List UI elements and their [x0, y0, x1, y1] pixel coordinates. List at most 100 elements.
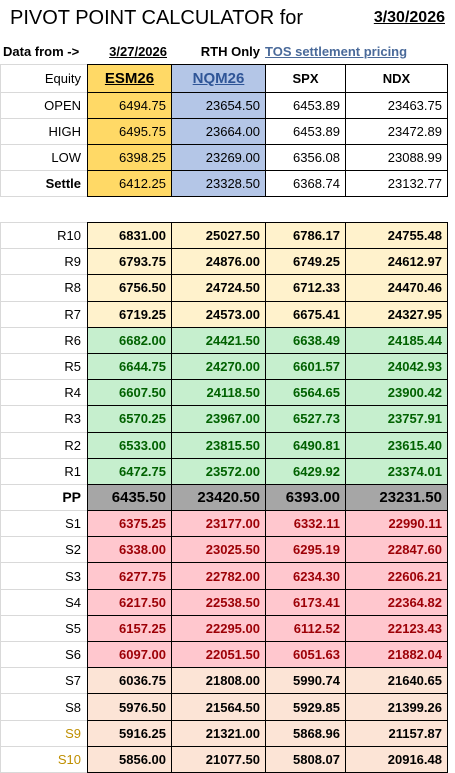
level-cell: 6173.41 — [265, 588, 346, 616]
level-cell: 6051.63 — [265, 641, 346, 669]
title-date: 3/30/2026 — [373, 9, 445, 26]
level-cell: 6112.52 — [265, 614, 346, 643]
row-label: Settle — [0, 170, 88, 197]
level-cell: 24118.50 — [171, 379, 266, 407]
data-from-label: Data from -> — [3, 43, 80, 59]
level-cell: 6749.25 — [265, 248, 346, 276]
level-cell: 22782.00 — [171, 562, 266, 590]
level-cell: 21564.50 — [171, 693, 266, 721]
cell: 6453.89 — [265, 92, 346, 119]
level-cell: 5868.96 — [265, 719, 346, 747]
level-cell: 5929.85 — [265, 693, 346, 721]
level-cell: 21882.04 — [345, 641, 448, 669]
cell: 6453.89 — [265, 118, 346, 145]
level-cell: 5856.00 — [87, 745, 172, 773]
level-cell: 6644.75 — [87, 352, 172, 381]
level-cell: 5976.50 — [87, 693, 172, 721]
level-cell: 23615.40 — [345, 431, 448, 459]
level-label: S6 — [0, 641, 88, 669]
column-header: Equity — [0, 64, 88, 93]
level-label: S5 — [0, 614, 88, 643]
column-header: NQM26 — [171, 64, 266, 93]
level-cell: 21640.65 — [345, 667, 448, 695]
level-cell: 6332.11 — [265, 510, 346, 538]
level-cell: 23025.50 — [171, 536, 266, 564]
level-label: R8 — [0, 274, 88, 302]
level-cell: 6527.73 — [265, 405, 346, 433]
level-cell: 22295.00 — [171, 614, 266, 643]
level-cell: 23374.01 — [345, 457, 448, 485]
level-cell: 22123.43 — [345, 614, 448, 643]
level-cell: 6429.92 — [265, 457, 346, 485]
level-cell: 23967.00 — [171, 405, 266, 433]
cell: 6398.25 — [87, 144, 172, 171]
level-cell: 23757.91 — [345, 405, 448, 433]
level-cell: 6234.30 — [265, 562, 346, 590]
column-header: SPX — [265, 64, 346, 93]
level-cell: 21321.00 — [171, 719, 266, 747]
level-cell: 6719.25 — [87, 300, 172, 328]
level-label: S4 — [0, 588, 88, 616]
level-cell: 23420.50 — [171, 483, 266, 512]
level-cell: 24421.50 — [171, 326, 266, 354]
column-header: NDX — [345, 64, 448, 93]
level-cell: 6682.00 — [87, 326, 172, 354]
level-cell: 22606.21 — [345, 562, 448, 590]
level-cell: 6533.00 — [87, 431, 172, 459]
level-cell: 6601.57 — [265, 352, 346, 381]
level-cell: 24573.00 — [171, 300, 266, 328]
level-cell: 22847.60 — [345, 536, 448, 564]
level-label: R5 — [0, 352, 88, 381]
row-label: OPEN — [0, 92, 88, 119]
level-cell: 25027.50 — [171, 222, 266, 250]
level-label: R1 — [0, 457, 88, 485]
row-label: LOW — [0, 144, 88, 171]
cell: 23269.00 — [171, 144, 266, 171]
level-cell: 22051.50 — [171, 641, 266, 669]
level-label: R9 — [0, 248, 88, 276]
level-cell: 6036.75 — [87, 667, 172, 695]
level-cell: 6490.81 — [265, 431, 346, 459]
cell: 23463.75 — [345, 92, 448, 119]
level-label: R3 — [0, 405, 88, 433]
source: TOS settlement pricing — [265, 43, 408, 59]
level-cell: 24724.50 — [171, 274, 266, 302]
level-cell: 6756.50 — [87, 274, 172, 302]
cell: 6356.08 — [265, 144, 346, 171]
level-label: S1 — [0, 510, 88, 538]
level-cell: 6393.00 — [265, 483, 346, 512]
level-cell: 22538.50 — [171, 588, 266, 616]
level-cell: 6712.33 — [265, 274, 346, 302]
level-label: R2 — [0, 431, 88, 459]
level-cell: 24876.00 — [171, 248, 266, 276]
level-cell: 6786.17 — [265, 222, 346, 250]
cell: 23654.50 — [171, 92, 266, 119]
level-cell: 23815.50 — [171, 431, 266, 459]
cell: 23328.50 — [171, 170, 266, 197]
level-cell: 5808.07 — [265, 745, 346, 773]
level-cell: 6638.49 — [265, 326, 346, 354]
level-cell: 23900.42 — [345, 379, 448, 407]
title: PIVOT POINT CALCULATOR for — [10, 6, 304, 29]
level-cell: 20916.48 — [345, 745, 448, 773]
cell: 23132.77 — [345, 170, 448, 197]
column-header: ESM26 — [87, 64, 172, 93]
level-cell: 6217.50 — [87, 588, 172, 616]
level-label: R10 — [0, 222, 88, 250]
cell: 6368.74 — [265, 170, 346, 197]
level-cell: 23572.00 — [171, 457, 266, 485]
level-cell: 24327.95 — [345, 300, 448, 328]
level-label: R7 — [0, 300, 88, 328]
data-from-date: 3/27/2026 — [109, 43, 167, 59]
level-label: S2 — [0, 536, 88, 564]
cell: 6412.25 — [87, 170, 172, 197]
cell: 23664.00 — [171, 118, 266, 145]
cell: 6494.75 — [87, 92, 172, 119]
level-label: S9 — [0, 719, 88, 747]
level-cell: 23177.00 — [171, 510, 266, 538]
level-cell: 6338.00 — [87, 536, 172, 564]
level-cell: 6564.65 — [265, 379, 346, 407]
row-label: HIGH — [0, 118, 88, 145]
level-cell: 6157.25 — [87, 614, 172, 643]
level-label: S10 — [0, 745, 88, 773]
